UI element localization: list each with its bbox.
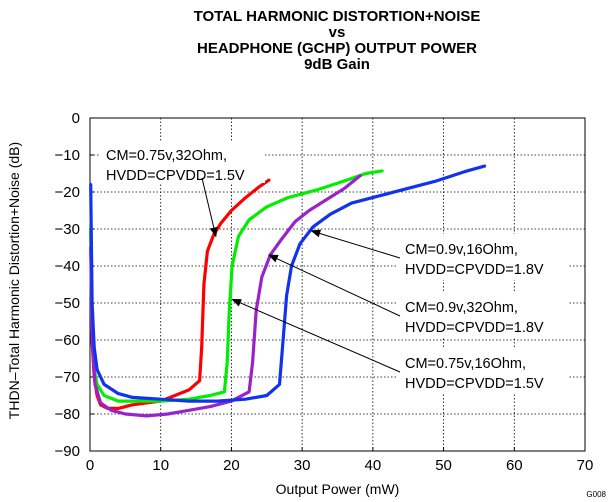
grid (90, 118, 585, 451)
y-axis-ticks: 0 −10 −20 −30 −40 −50 −60 −70 −80 −90 (55, 110, 94, 460)
x-axis-label: Output Power (mW) (276, 481, 400, 497)
annotation-arrow (201, 177, 218, 238)
y-tick-label: −10 (55, 147, 80, 164)
figure-code: G008 (586, 490, 606, 499)
annotation-text: HVDD=CPVDD=1.5V (106, 168, 245, 184)
chart-title-line: vs (329, 24, 346, 41)
y-tick-label: −30 (55, 221, 80, 238)
chart-title-line: 9dB Gain (304, 56, 370, 73)
y-tick-label: −40 (55, 258, 80, 275)
annotation-text: HVDD=CPVDD=1.5V (405, 376, 544, 392)
x-tick-label: 10 (152, 457, 169, 474)
x-tick-label: 0 (86, 457, 94, 474)
series-line-2 (89, 169, 384, 403)
series-line-4 (89, 164, 487, 403)
annotations: CM=0.75v,32Ohm, HVDD=CPVDD=1.5V CM=0.9v,16… (99, 141, 568, 394)
annotation-box (99, 141, 265, 183)
y-axis-label: THDN–Total Harmonic Distortion+Noise (dB… (6, 142, 22, 419)
series-line-3 (89, 174, 362, 418)
series (89, 164, 487, 418)
x-tick-label: 30 (294, 457, 311, 474)
y-tick-label: −50 (55, 295, 80, 312)
annotation-text: HVDD=CPVDD=1.8V (405, 262, 544, 278)
chart-title-line: TOTAL HARMONIC DISTORTION+NOISE (194, 8, 481, 25)
annotation-text: HVDD=CPVDD=1.8V (405, 320, 544, 336)
annotation-box (398, 292, 568, 338)
x-tick-label: 50 (435, 457, 452, 474)
x-tick-label: 60 (506, 457, 523, 474)
x-tick-label: 70 (577, 457, 594, 474)
y-tick-label: −90 (55, 443, 80, 460)
annotation-box (398, 348, 568, 394)
annotation-text: CM=0.75v,16Ohm, (405, 356, 526, 372)
annotation-box (398, 234, 568, 280)
chart-title-line: HEADPHONE (GCHP) OUTPUT POWER (197, 40, 477, 57)
annotation-text: CM=0.75v,32Ohm, (106, 148, 227, 164)
chart-title: TOTAL HARMONIC DISTORTION+NOISEvsHEADPHO… (194, 8, 481, 73)
annotation-text: CM=0.9v,16Ohm, (405, 242, 518, 258)
x-tick-label: 20 (223, 457, 240, 474)
annotation-arrow (268, 254, 401, 317)
y-tick-label: 0 (72, 110, 80, 127)
y-tick-label: −80 (55, 406, 80, 423)
y-tick-label: −70 (55, 369, 80, 386)
series-line-1 (89, 178, 271, 410)
annotation-text: CM=0.9v,32Ohm, (405, 300, 518, 316)
annotation-arrow (310, 229, 401, 259)
y-tick-label: −60 (55, 332, 80, 349)
y-tick-label: −20 (55, 184, 80, 201)
x-axis-ticks: 0 10 20 30 40 50 60 70 (86, 447, 594, 474)
x-tick-label: 40 (365, 457, 382, 474)
annotation-arrow (231, 298, 401, 373)
